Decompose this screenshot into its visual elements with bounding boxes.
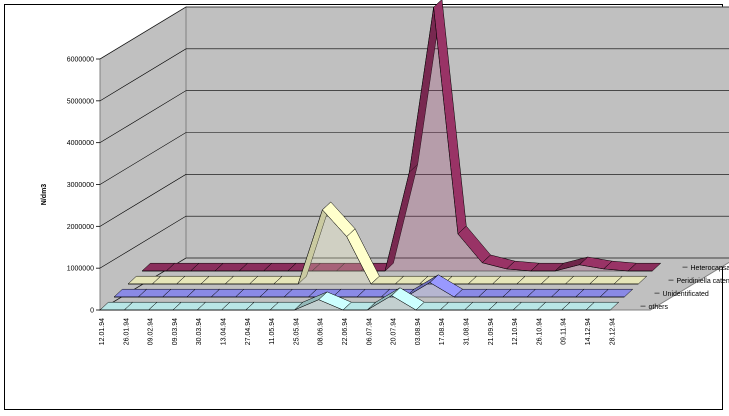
x-axis-ticks: 12.01.94 26.01.94 09.02.94 09.03.94 30.03.94… [99, 318, 616, 345]
x-tick-label: 25.05.94 [293, 318, 300, 345]
x-tick-label: 31.08.94 [464, 318, 471, 345]
gridline [99, 6, 729, 60]
x-tick-label: 03.08.94 [415, 318, 422, 345]
y-tick-label: 2000000 [67, 224, 94, 231]
x-tick-label: 12.10.94 [512, 318, 519, 345]
x-tick-label: 30.03.94 [196, 318, 203, 345]
x-tick-label: 22.06.94 [342, 318, 349, 345]
series-area [100, 295, 611, 311]
x-tick-label: 26.01.94 [123, 318, 130, 345]
gridline [99, 215, 729, 269]
series-unidentificated [113, 274, 634, 298]
x-tick-label: 06.07.94 [366, 318, 373, 345]
series-heterocapsa-triquetra [141, 0, 662, 272]
x-tick-label: 26.10.94 [536, 318, 543, 345]
series-label: others [649, 304, 669, 311]
x-tick-label: 12.01.94 [99, 318, 106, 345]
y-tick-label: 6000000 [67, 57, 94, 64]
x-tick-label: 27.04.94 [245, 318, 252, 345]
gridline [99, 90, 729, 143]
y-tick-label: 4000000 [67, 140, 94, 147]
y-tick-label: 0 [90, 308, 94, 315]
x-tick-label: 17.08.94 [439, 318, 446, 345]
y-tick-label: 3000000 [67, 182, 94, 189]
y-axis-label: N/dm3 [41, 184, 48, 206]
y-axis-ticks: 0 1000000 2000000 3000000 4000000 5000000 6000… [67, 57, 100, 315]
series-ribbons [99, 0, 662, 311]
x-tick-label: 11.05.94 [269, 318, 276, 345]
series-label: Peridiniella catenata [677, 278, 729, 285]
series-label: Unidentificated [663, 291, 709, 298]
x-tick-label: 09.11.94 [561, 318, 568, 345]
gridline [99, 48, 729, 102]
x-tick-label: 08.06.94 [318, 318, 325, 345]
series-area [114, 282, 625, 298]
x-tick-label: 21.09.94 [488, 318, 495, 345]
x-tick-label: 09.03.94 [172, 318, 179, 345]
x-tick-label: 14.12.94 [585, 318, 592, 345]
series-area [142, 7, 653, 272]
gridline [99, 132, 729, 185]
series-area [128, 209, 639, 285]
series-label: Heterocapsa triquetra [691, 265, 729, 272]
series-axis-labels: Heterocapsa triquetra Peridiniella catena… [640, 265, 729, 311]
x-tick-label: 13.04.94 [221, 318, 228, 345]
x-tick-label: 09.02.94 [148, 318, 155, 345]
series-peridiniella-catenata [127, 201, 648, 285]
y-tick-label: 5000000 [67, 98, 94, 105]
x-tick-label: 28.12.94 [609, 318, 616, 345]
gridlines [99, 6, 729, 311]
gridline [99, 174, 729, 227]
y-tick-label: 1000000 [67, 266, 94, 273]
series-others [99, 287, 620, 311]
x-tick-label: 20.07.94 [391, 318, 398, 345]
